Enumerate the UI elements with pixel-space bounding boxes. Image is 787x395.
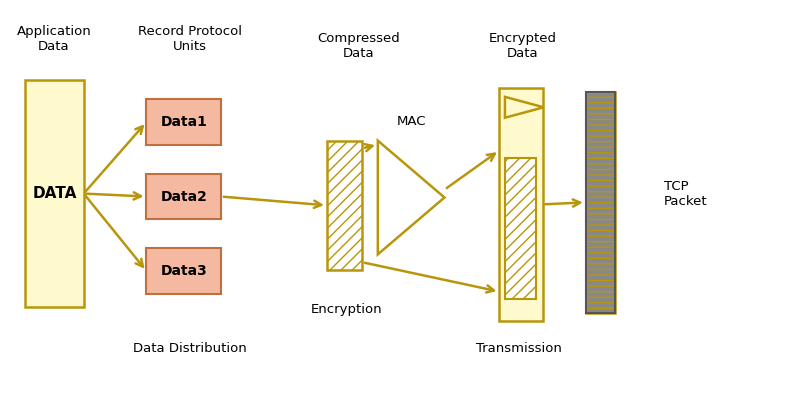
Text: Data2: Data2 bbox=[161, 190, 207, 203]
Text: Transmission: Transmission bbox=[476, 342, 562, 355]
Text: Data1: Data1 bbox=[161, 115, 207, 129]
Text: TCP
Packet: TCP Packet bbox=[664, 180, 708, 208]
Bar bbox=[500, 88, 542, 321]
Text: MAC: MAC bbox=[397, 115, 427, 128]
Bar bbox=[25, 80, 83, 307]
Text: Data3: Data3 bbox=[161, 264, 207, 278]
Bar bbox=[146, 174, 221, 219]
Bar bbox=[327, 141, 362, 270]
Bar bbox=[146, 248, 221, 293]
Bar bbox=[586, 92, 615, 313]
Text: Encryption: Encryption bbox=[311, 303, 382, 316]
Text: DATA: DATA bbox=[32, 186, 76, 201]
Text: Application
Data: Application Data bbox=[17, 24, 91, 53]
Text: Data Distribution: Data Distribution bbox=[133, 342, 246, 355]
Text: Compressed
Data: Compressed Data bbox=[317, 32, 400, 60]
Bar bbox=[586, 92, 615, 313]
Bar bbox=[504, 158, 536, 299]
Text: Record Protocol
Units: Record Protocol Units bbox=[138, 24, 242, 53]
Bar bbox=[146, 100, 221, 145]
Text: Encrypted
Data: Encrypted Data bbox=[489, 32, 557, 60]
